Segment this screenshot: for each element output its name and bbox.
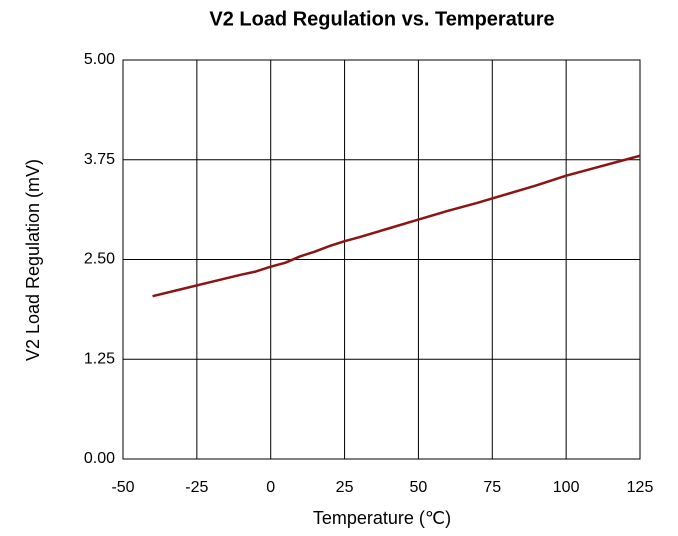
x-tick-label: 100 (553, 479, 580, 496)
y-tick-label: 3.75 (84, 151, 115, 168)
x-tick-label: 125 (627, 479, 654, 496)
x-tick-label: -25 (185, 479, 208, 496)
y-tick-label: 5.00 (84, 51, 115, 68)
x-axis-label: Temperature (℃) (313, 508, 451, 528)
x-tick-label: -50 (111, 479, 134, 496)
y-axis-label: V2 Load Regulation (mV) (23, 159, 43, 361)
chart-title: V2 Load Regulation vs. Temperature (209, 8, 554, 30)
data-line (152, 154, 641, 298)
y-tick-label: 2.50 (84, 251, 115, 268)
x-tick-label: 25 (336, 479, 354, 496)
x-tick-label: 0 (266, 479, 275, 496)
x-tick-label: 75 (483, 479, 501, 496)
y-tick-label: 0.00 (84, 450, 115, 467)
y-tick-label: 1.25 (84, 350, 115, 367)
x-tick-label: 50 (410, 479, 428, 496)
